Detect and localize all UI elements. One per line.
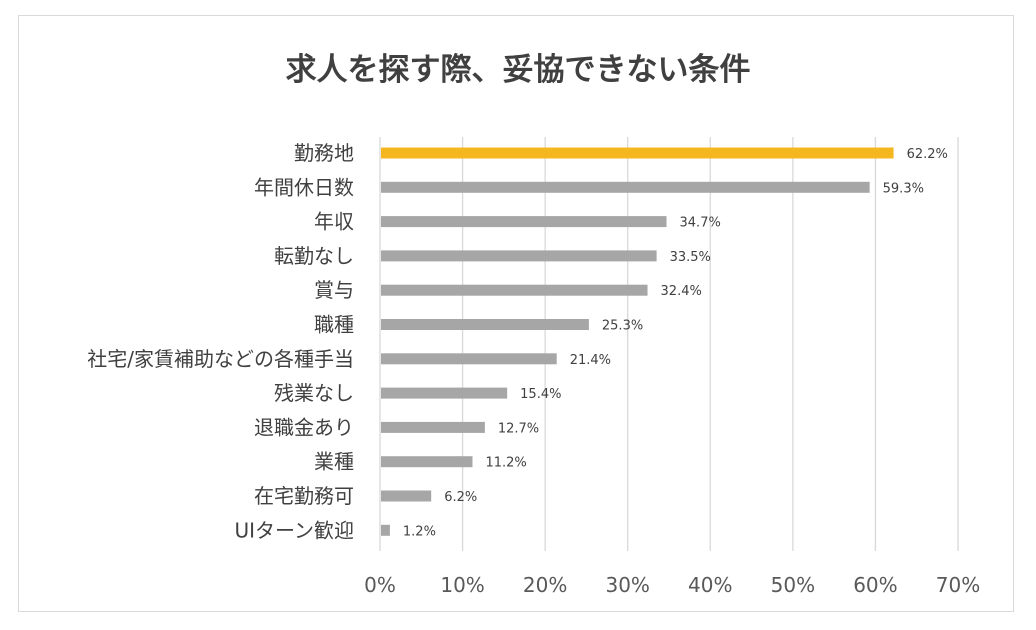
bar (381, 524, 390, 536)
category-label: 社宅/家賃補助などの各種手当 (87, 347, 354, 371)
category-label: 在宅勤務可 (254, 484, 354, 508)
category-label: 職種 (314, 313, 354, 337)
bar (381, 216, 667, 228)
category-label: 年収 (314, 210, 354, 234)
bar (381, 181, 870, 193)
x-tick-label: 30% (605, 573, 649, 597)
category-label: UIターン歓迎 (234, 518, 354, 542)
data-label: 33.5% (670, 250, 711, 265)
category-label: 業種 (314, 450, 354, 474)
labels: 0% 10% 20% 30% 40% 50% 60% 70% 勤務地 62.2% 年間休日数 59.3… (87, 141, 980, 597)
grid-lines (379, 137, 959, 551)
x-tick-label: 50% (771, 573, 815, 597)
category-label: 転勤なし (274, 244, 354, 268)
bar (381, 353, 557, 365)
data-label: 12.7% (498, 421, 539, 436)
data-label: 32.4% (661, 284, 702, 299)
category-label: 勤務地 (294, 141, 354, 165)
x-tick-label: 60% (853, 573, 897, 597)
x-tick-label: 40% (688, 573, 732, 597)
bar (381, 490, 432, 502)
bar (381, 456, 473, 468)
x-tick-label: 70% (936, 573, 980, 597)
data-label: 11.2% (485, 456, 526, 471)
category-label: 退職金あり (254, 415, 354, 439)
data-label: 1.2% (403, 524, 436, 539)
bars (381, 147, 894, 536)
x-tick-label: 10% (440, 573, 484, 597)
chart-title: 求人を探す際、妥協できない条件 (285, 52, 751, 88)
bar (381, 421, 485, 433)
data-label: 6.2% (444, 490, 477, 505)
category-label: 賞与 (314, 278, 354, 302)
data-label: 62.2% (907, 147, 948, 162)
bar (381, 250, 657, 262)
chart-frame (18, 15, 1014, 612)
bar (381, 147, 894, 159)
data-label: 15.4% (520, 387, 561, 402)
x-tick-label: 20% (523, 573, 567, 597)
category-label: 残業なし (274, 381, 354, 405)
category-label: 年間休日数 (254, 175, 354, 199)
data-label: 21.4% (570, 353, 611, 368)
data-label: 59.3% (883, 181, 924, 196)
data-label: 25.3% (602, 319, 643, 334)
bar (381, 387, 508, 399)
x-tick-label: 0% (364, 573, 396, 597)
bar (381, 284, 648, 296)
data-label: 34.7% (680, 216, 721, 231)
bar (381, 319, 589, 330)
